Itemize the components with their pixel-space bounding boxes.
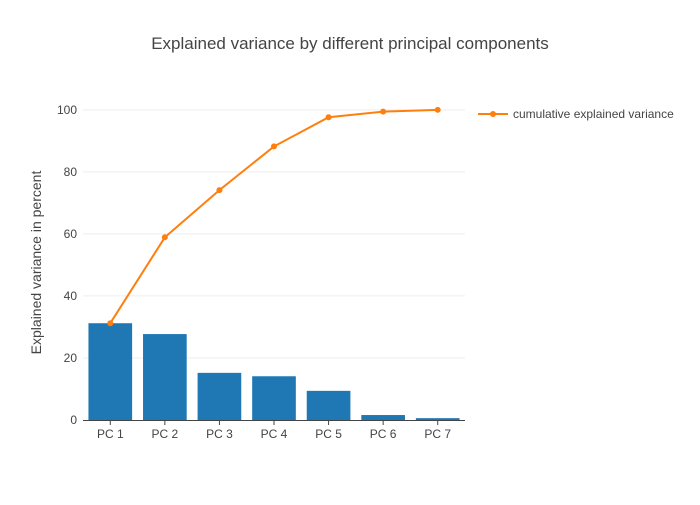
bar[interactable] xyxy=(197,372,242,420)
legend-label: cumulative explained variance xyxy=(513,107,674,121)
y-tick-label: 60 xyxy=(64,227,78,241)
y-tick-label: 40 xyxy=(64,289,78,303)
x-tick-label: PC 7 xyxy=(424,427,451,441)
legend[interactable]: cumulative explained variance xyxy=(478,107,674,121)
cumulative-line[interactable] xyxy=(109,108,438,324)
bar[interactable] xyxy=(361,415,405,420)
x-tick-label: PC 2 xyxy=(152,427,179,441)
line-point[interactable] xyxy=(107,320,114,327)
bar[interactable] xyxy=(143,334,187,420)
x-tick-label: PC 3 xyxy=(206,427,233,441)
y-tick-label: 20 xyxy=(64,351,78,365)
x-tick-label: PC 4 xyxy=(261,427,288,441)
bar[interactable] xyxy=(306,390,351,420)
gridlines xyxy=(83,109,465,359)
y-tick-label: 0 xyxy=(70,413,77,427)
line-point[interactable] xyxy=(161,234,168,241)
line-point[interactable] xyxy=(434,106,441,113)
y-tick-label: 100 xyxy=(57,103,77,117)
chart-title: Explained variance by different principa… xyxy=(151,34,549,53)
bar-series xyxy=(88,323,460,420)
bar[interactable] xyxy=(88,323,133,420)
x-tick-label: PC 6 xyxy=(370,427,397,441)
line-point[interactable] xyxy=(271,143,277,150)
legend-marker-swatch xyxy=(490,111,496,117)
bar[interactable] xyxy=(252,376,296,420)
line-point[interactable] xyxy=(380,108,387,115)
line-point[interactable] xyxy=(216,187,223,194)
y-axis-title: Explained variance in percent xyxy=(28,171,44,355)
x-tick-label: PC 1 xyxy=(97,427,124,441)
axes xyxy=(83,420,465,425)
y-tick-label: 80 xyxy=(64,165,78,179)
bar[interactable] xyxy=(415,418,460,420)
line-point[interactable] xyxy=(325,114,332,121)
x-tick-label: PC 5 xyxy=(315,427,342,441)
line-series xyxy=(107,106,441,327)
tick-labels: 0 20 40 60 80 100 PC 1 PC 2 PC 3 PC 4 PC 5 PC 6 PC 7 xyxy=(57,103,451,441)
